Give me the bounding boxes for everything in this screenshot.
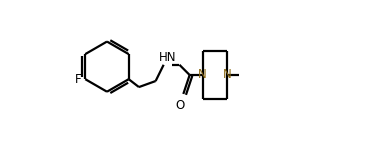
Text: N: N [198,68,207,81]
Text: HN: HN [159,51,176,64]
Text: N: N [222,68,231,81]
Text: O: O [175,99,185,112]
Text: F: F [75,73,81,86]
